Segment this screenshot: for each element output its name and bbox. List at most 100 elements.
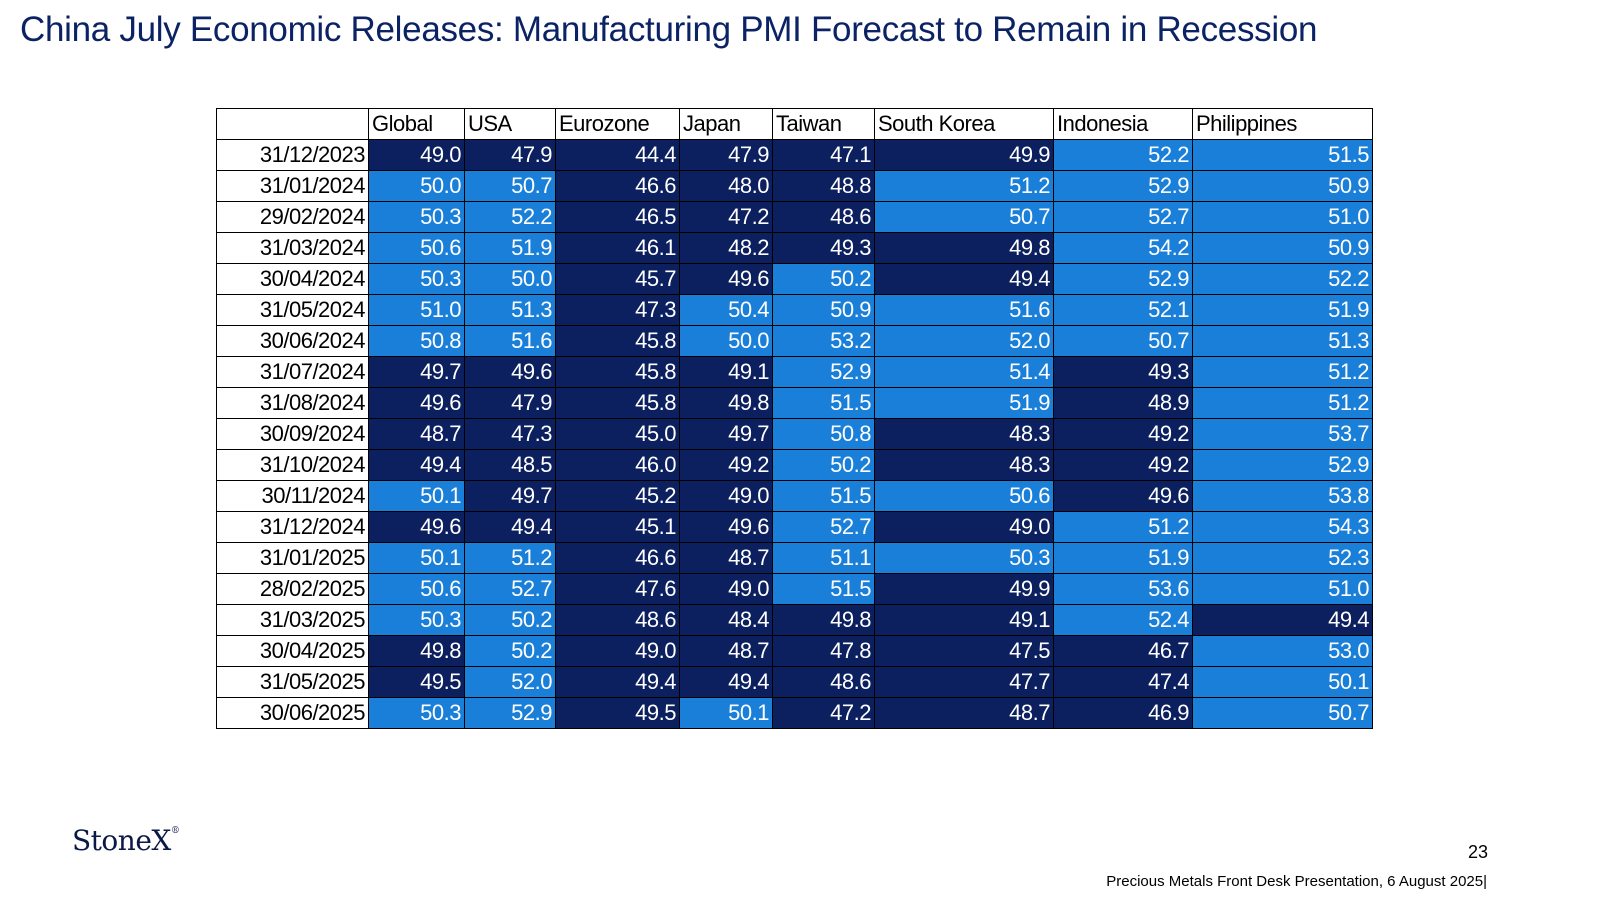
table-row: 30/06/2024 50.8 51.6 45.8 50.0 53.2 52.0 50.7 51… [216,325,1373,357]
column-header: Japan [679,108,773,140]
pmi-value-cell: 49.1 [874,604,1054,636]
table-row: 31/12/2024 49.6 49.4 45.1 49.6 52.7 49.0 51.2 54… [216,511,1373,543]
pmi-value-cell: 48.9 [1053,387,1193,419]
pmi-value-cell: 48.6 [555,604,680,636]
pmi-value-cell: 47.1 [772,139,875,171]
pmi-value-cell: 49.8 [368,635,465,667]
pmi-value-cell: 48.7 [368,418,465,450]
pmi-value-cell: 48.7 [679,635,773,667]
pmi-value-cell: 51.0 [1192,201,1373,233]
pmi-value-cell: 52.9 [1053,263,1193,295]
pmi-value-cell: 45.8 [555,387,680,419]
pmi-value-cell: 46.9 [1053,697,1193,729]
pmi-value-cell: 47.7 [874,666,1054,698]
date-cell: 30/04/2025 [216,635,369,667]
table-row: 31/10/2024 49.4 48.5 46.0 49.2 50.2 48.3 49.2 52… [216,449,1373,481]
table-row: 31/07/2024 49.7 49.6 45.8 49.1 52.9 51.4 49.3 51… [216,356,1373,388]
pmi-table: Global USA Eurozone Japan Taiwan South Korea I… [216,108,1373,729]
logo-mark: ® [170,826,180,836]
table-row: 30/09/2024 48.7 47.3 45.0 49.7 50.8 48.3 49.2 53… [216,418,1373,450]
date-cell: 30/11/2024 [216,480,369,512]
pmi-value-cell: 50.7 [1192,697,1373,729]
pmi-value-cell: 47.2 [679,201,773,233]
pmi-value-cell: 49.6 [1053,480,1193,512]
date-cell: 31/05/2025 [216,666,369,698]
pmi-value-cell: 50.2 [772,449,875,481]
date-cell: 31/12/2024 [216,511,369,543]
pmi-value-cell: 51.2 [1053,511,1193,543]
pmi-value-cell: 50.0 [679,325,773,357]
footer-text: Precious Metals Front Desk Presentation,… [1106,873,1487,890]
pmi-value-cell: 52.7 [464,573,556,605]
pmi-value-cell: 53.7 [1192,418,1373,450]
pmi-value-cell: 47.3 [555,294,680,326]
column-header: South Korea [874,108,1054,140]
column-header: USA [464,108,556,140]
pmi-value-cell: 50.9 [1192,170,1373,202]
pmi-value-cell: 47.4 [1053,666,1193,698]
pmi-value-cell: 51.5 [772,480,875,512]
pmi-value-cell: 47.5 [874,635,1054,667]
pmi-value-cell: 49.6 [679,263,773,295]
pmi-value-cell: 48.4 [679,604,773,636]
pmi-value-cell: 51.1 [772,542,875,574]
pmi-value-cell: 51.3 [1192,325,1373,357]
pmi-value-cell: 50.9 [1192,232,1373,264]
table-row: 30/06/2025 50.3 52.9 49.5 50.1 47.2 48.7 46.9 50… [216,697,1373,729]
pmi-value-cell: 45.8 [555,325,680,357]
logo-text: StoneX [72,824,171,857]
pmi-value-cell: 52.7 [772,511,875,543]
table-row: 28/02/2025 50.6 52.7 47.6 49.0 51.5 49.9 53.6 51… [216,573,1373,605]
table-row: 29/02/2024 50.3 52.2 46.5 47.2 48.6 50.7 52.7 51… [216,201,1373,233]
pmi-value-cell: 50.2 [772,263,875,295]
pmi-value-cell: 50.1 [679,697,773,729]
pmi-value-cell: 50.0 [368,170,465,202]
pmi-value-cell: 52.1 [1053,294,1193,326]
pmi-value-cell: 50.3 [874,542,1054,574]
pmi-value-cell: 51.2 [1192,356,1373,388]
pmi-value-cell: 47.9 [679,139,773,171]
date-cell: 31/01/2025 [216,542,369,574]
pmi-value-cell: 51.9 [1192,294,1373,326]
column-header: Philippines [1192,108,1373,140]
table-row: 30/04/2024 50.3 50.0 45.7 49.6 50.2 49.4 52.9 52… [216,263,1373,295]
pmi-value-cell: 49.0 [679,480,773,512]
pmi-value-cell: 52.0 [464,666,556,698]
pmi-value-cell: 51.3 [464,294,556,326]
pmi-value-cell: 46.6 [555,170,680,202]
pmi-value-cell: 52.2 [464,201,556,233]
date-cell: 30/06/2025 [216,697,369,729]
pmi-value-cell: 51.2 [464,542,556,574]
pmi-value-cell: 53.8 [1192,480,1373,512]
pmi-value-cell: 51.5 [1192,139,1373,171]
pmi-value-cell: 49.6 [464,356,556,388]
pmi-value-cell: 48.7 [679,542,773,574]
date-cell: 31/10/2024 [216,449,369,481]
pmi-value-cell: 47.9 [464,387,556,419]
pmi-value-cell: 52.2 [1192,263,1373,295]
pmi-value-cell: 47.9 [464,139,556,171]
column-header: Indonesia [1053,108,1193,140]
header-corner-cell [216,108,369,140]
pmi-value-cell: 50.1 [1192,666,1373,698]
pmi-value-cell: 51.9 [1053,542,1193,574]
pmi-value-cell: 50.0 [464,263,556,295]
pmi-value-cell: 52.3 [1192,542,1373,574]
table-row: 30/11/2024 50.1 49.7 45.2 49.0 51.5 50.6 49.6 53… [216,480,1373,512]
pmi-value-cell: 50.1 [368,542,465,574]
pmi-value-cell: 48.3 [874,449,1054,481]
pmi-value-cell: 51.2 [1192,387,1373,419]
stonex-logo: StoneX® [72,824,180,857]
pmi-value-cell: 49.8 [874,232,1054,264]
pmi-value-cell: 51.9 [464,232,556,264]
pmi-value-cell: 48.8 [772,170,875,202]
date-cell: 30/09/2024 [216,418,369,450]
pmi-value-cell: 50.9 [772,294,875,326]
table-row: 31/01/2025 50.1 51.2 46.6 48.7 51.1 50.3 51.9 52… [216,542,1373,574]
pmi-value-cell: 48.2 [679,232,773,264]
pmi-value-cell: 47.6 [555,573,680,605]
date-cell: 29/02/2024 [216,201,369,233]
table-row: 31/12/2023 49.0 47.9 44.4 47.9 47.1 49.9 52.2 51… [216,139,1373,171]
table-header-row: Global USA Eurozone Japan Taiwan South Korea I… [216,108,1373,140]
pmi-value-cell: 45.7 [555,263,680,295]
